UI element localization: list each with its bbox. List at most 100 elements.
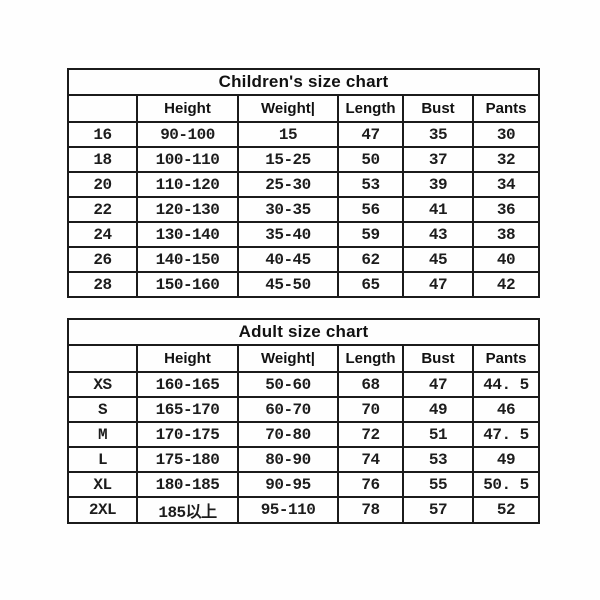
size-value: 70-80	[237, 421, 339, 448]
column-header: Pants	[471, 94, 541, 123]
size-label: XS	[67, 371, 138, 398]
column-header: Length	[337, 94, 404, 123]
adult-chart-header-row: Height Weight| Length Bust Pants	[67, 344, 541, 373]
column-header: Height	[136, 94, 239, 123]
size-value: 47. 5	[471, 421, 541, 448]
size-value: 47	[402, 271, 474, 298]
column-header: Bust	[402, 344, 474, 373]
size-value: 50-60	[237, 371, 339, 398]
size-label: L	[67, 446, 138, 473]
size-value: 39	[402, 171, 474, 198]
column-header: Pants	[471, 344, 541, 373]
size-value: 37	[402, 146, 474, 173]
size-row: 24 130-140 35-40 59 43 38	[67, 221, 541, 248]
size-row: M 170-175 70-80 72 51 47. 5	[67, 421, 541, 448]
size-label: 28	[67, 271, 138, 298]
size-label: 2XL	[67, 496, 138, 524]
size-value: 45	[402, 246, 474, 273]
size-value: 78	[337, 496, 404, 524]
size-value: 165-170	[136, 396, 239, 423]
size-value: 15-25	[237, 146, 339, 173]
size-row: 16 90-100 15 47 35 30	[67, 121, 541, 148]
size-value: 40	[471, 246, 541, 273]
size-value: 43	[402, 221, 474, 248]
adult-chart-title-row: Adult size chart	[66, 318, 541, 346]
size-value: 34	[471, 171, 541, 198]
column-header: Weight|	[237, 344, 339, 373]
size-value: 51	[402, 421, 474, 448]
column-header: Weight|	[237, 94, 339, 123]
size-value: 30	[471, 121, 541, 148]
children-chart-body: 16 90-100 15 47 35 30 18 100-110 15-25 50 37 32 20 11…	[67, 121, 541, 298]
children-size-chart-table: Children's size chart Height Weight| Lengt…	[66, 68, 541, 298]
size-value: 60-70	[237, 396, 339, 423]
size-value: 150-160	[136, 271, 239, 298]
size-value: 72	[337, 421, 404, 448]
size-row: L 175-180 80-90 74 53 49	[67, 446, 541, 473]
size-value: 62	[337, 246, 404, 273]
children-chart-title-row: Children's size chart	[66, 68, 541, 96]
size-row: 26 140-150 40-45 62 45 40	[67, 246, 541, 273]
size-value: 59	[337, 221, 404, 248]
size-value: 70	[337, 396, 404, 423]
size-row: XS 160-165 50-60 68 47 44. 5	[67, 371, 541, 398]
size-row: 18 100-110 15-25 50 37 32	[67, 146, 541, 173]
size-value: 15	[237, 121, 339, 148]
column-header	[67, 344, 138, 373]
size-value: 50. 5	[471, 471, 541, 498]
size-row: 28 150-160 45-50 65 47 42	[67, 271, 541, 298]
size-value: 40-45	[237, 246, 339, 273]
size-label: 18	[67, 146, 138, 173]
size-row: 22 120-130 30-35 56 41 36	[67, 196, 541, 223]
adult-chart-body: XS 160-165 50-60 68 47 44. 5 S 165-170 60-70 70 49…	[67, 371, 541, 524]
size-value: 120-130	[136, 196, 239, 223]
size-value: 57	[402, 496, 474, 524]
size-value: 90-95	[237, 471, 339, 498]
column-header: Bust	[402, 94, 474, 123]
size-label: XL	[67, 471, 138, 498]
size-row: S 165-170 60-70 70 49 46	[67, 396, 541, 423]
size-value: 47	[402, 371, 474, 398]
size-value: 53	[337, 171, 404, 198]
size-value: 100-110	[136, 146, 239, 173]
size-label: 22	[67, 196, 138, 223]
size-value: 52	[471, 496, 541, 524]
children-chart-header-row: Height Weight| Length Bust Pants	[67, 94, 541, 123]
column-header: Height	[136, 344, 239, 373]
adult-chart-title: Adult size chart	[66, 318, 541, 346]
size-value: 32	[471, 146, 541, 173]
size-value: 76	[337, 471, 404, 498]
adult-size-chart-table: Adult size chart Height Weight| Length Bust…	[66, 318, 541, 524]
size-row: 20 110-120 25-30 53 39 34	[67, 171, 541, 198]
size-value: 53	[402, 446, 474, 473]
size-value: 180-185	[136, 471, 239, 498]
size-value: 47	[337, 121, 404, 148]
size-label: 20	[67, 171, 138, 198]
size-value: 41	[402, 196, 474, 223]
size-value: 49	[471, 446, 541, 473]
size-row: 2XL 185以上 95-110 78 57 52	[67, 496, 541, 524]
size-label: M	[67, 421, 138, 448]
size-value: 25-30	[237, 171, 339, 198]
size-label: 26	[67, 246, 138, 273]
size-value: 90-100	[136, 121, 239, 148]
size-value: 49	[402, 396, 474, 423]
size-row: XL 180-185 90-95 76 55 50. 5	[67, 471, 541, 498]
size-value: 80-90	[237, 446, 339, 473]
size-value: 68	[337, 371, 404, 398]
size-value: 95-110	[237, 496, 339, 524]
size-value: 44. 5	[471, 371, 541, 398]
size-value: 46	[471, 396, 541, 423]
size-value: 35	[402, 121, 474, 148]
size-label: 24	[67, 221, 138, 248]
size-value: 170-175	[136, 421, 239, 448]
column-header: Length	[337, 344, 404, 373]
size-value: 45-50	[237, 271, 339, 298]
size-value: 38	[471, 221, 541, 248]
column-header	[67, 94, 138, 123]
size-value: 30-35	[237, 196, 339, 223]
size-value: 140-150	[136, 246, 239, 273]
size-value: 160-165	[136, 371, 239, 398]
size-value: 185以上	[136, 496, 239, 524]
